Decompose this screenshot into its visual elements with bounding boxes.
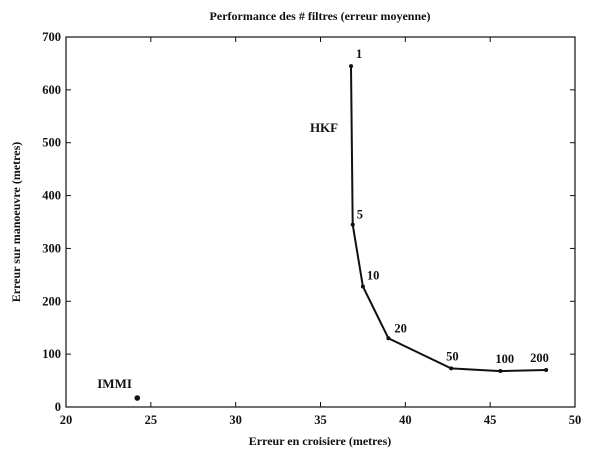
chart-title: Performance des # filtres (erreur moyenn…	[210, 9, 431, 23]
point-label: 10	[367, 268, 380, 282]
series-name-label: HKF	[310, 120, 338, 135]
y-tick-label: 100	[42, 347, 61, 361]
point-label: 1	[356, 47, 362, 61]
point-label: 50	[446, 349, 459, 363]
data-point	[449, 366, 454, 371]
x-tick-label: 35	[314, 413, 327, 427]
data-point	[350, 222, 355, 227]
point-label: 100	[495, 352, 514, 366]
data-point	[134, 395, 141, 401]
x-tick-label: 40	[399, 413, 412, 427]
series-layer: 1 5 10 20 50 100 200 HKF IMMI	[97, 47, 549, 401]
y-tick-label: 0	[55, 400, 61, 414]
x-tick-label: 50	[569, 413, 582, 427]
y-tick-label: 700	[42, 30, 61, 44]
x-tick-label: 30	[229, 413, 242, 427]
y-tick-label: 600	[42, 83, 61, 97]
y-tick-label: 500	[42, 136, 61, 150]
x-axis-label: Erreur en croisiere (metres)	[249, 434, 392, 448]
point-label: 5	[357, 208, 363, 222]
y-tick-label: 200	[42, 294, 61, 308]
x-tick-label: 45	[484, 413, 497, 427]
y-tick-label: 300	[42, 241, 61, 255]
data-point	[544, 368, 549, 372]
y-tick-label: 400	[42, 189, 61, 203]
y-axis-label: Erreur sur manoeuvre (metres)	[9, 142, 23, 303]
data-point	[360, 284, 365, 289]
data-point	[498, 369, 503, 374]
x-tick-label: 20	[60, 413, 73, 427]
series-line-hkf	[350, 66, 547, 373]
data-point	[349, 64, 354, 69]
point-label: 200	[530, 351, 549, 365]
x-tick-label: 25	[145, 413, 158, 427]
point-label: 20	[394, 321, 407, 335]
series-name-label: IMMI	[97, 376, 132, 391]
data-point	[386, 336, 391, 341]
